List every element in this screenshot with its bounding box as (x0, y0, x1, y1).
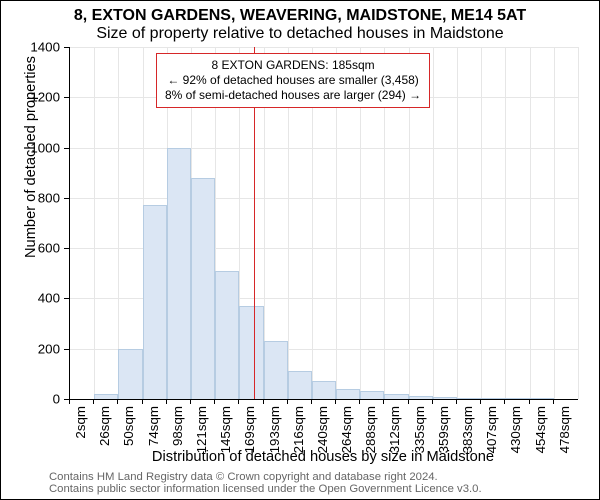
x-gridline (578, 47, 579, 399)
histogram-bar (457, 398, 481, 399)
chart-title-line2: Size of property relative to detached ho… (1, 25, 599, 43)
x-tick-label: 145sqm (218, 406, 233, 500)
histogram-bar (336, 389, 360, 399)
histogram-bar (143, 205, 167, 399)
x-tick-mark (359, 399, 360, 404)
x-tick-label: 383sqm (460, 406, 475, 500)
x-gridline (118, 47, 119, 399)
x-tick-mark (480, 399, 481, 404)
callout-line: 8 EXTON GARDENS: 185sqm (165, 58, 421, 73)
y-tick-mark (64, 248, 69, 249)
x-tick-label: 2sqm (73, 406, 88, 500)
y-gridline (70, 148, 578, 149)
x-tick-mark (190, 399, 191, 404)
x-tick-label: 98sqm (170, 406, 185, 500)
x-tick-label: 430sqm (508, 406, 523, 500)
x-tick-mark (335, 399, 336, 404)
callout-box: 8 EXTON GARDENS: 185sqm← 92% of detached… (156, 53, 430, 108)
x-tick-mark (263, 399, 264, 404)
x-tick-mark (456, 399, 457, 404)
histogram-bar (505, 398, 529, 399)
histogram-bar (215, 271, 239, 399)
histogram-bar (530, 398, 554, 399)
x-tick-label: 288sqm (363, 406, 378, 500)
histogram-bar (167, 148, 191, 399)
x-tick-mark (383, 399, 384, 404)
x-gridline (554, 47, 555, 399)
chart-container: 8, EXTON GARDENS, WEAVERING, MAIDSTONE, … (0, 0, 600, 500)
x-tick-mark (529, 399, 530, 404)
x-tick-mark (432, 399, 433, 404)
x-tick-label: 240sqm (315, 406, 330, 500)
histogram-bar (239, 306, 263, 399)
y-tick-label: 0 (53, 392, 60, 407)
x-tick-mark (166, 399, 167, 404)
x-tick-label: 50sqm (121, 406, 136, 500)
x-tick-label: 312sqm (387, 406, 402, 500)
x-tick-mark (504, 399, 505, 404)
y-tick-label: 800 (38, 190, 60, 205)
x-tick-label: 478sqm (557, 406, 572, 500)
y-tick-label: 200 (38, 341, 60, 356)
x-tick-label: 193sqm (267, 406, 282, 500)
x-tick-label: 74sqm (146, 406, 161, 500)
y-tick-label: 1200 (30, 90, 60, 105)
y-tick-mark (64, 298, 69, 299)
histogram-bar (481, 398, 505, 399)
histogram-bar (118, 349, 142, 399)
x-tick-label: 121sqm (194, 406, 209, 500)
callout-line: ← 92% of detached houses are smaller (3,… (165, 73, 421, 88)
histogram-bar (384, 394, 408, 399)
histogram-bar (191, 178, 215, 399)
x-gridline (505, 47, 506, 399)
plot-area: 8 EXTON GARDENS: 185sqm← 92% of detached… (69, 47, 578, 400)
x-gridline (433, 47, 434, 399)
x-tick-mark (142, 399, 143, 404)
x-tick-mark (287, 399, 288, 404)
histogram-bar (433, 397, 457, 399)
histogram-bar (409, 396, 433, 399)
x-tick-mark (238, 399, 239, 404)
x-gridline (481, 47, 482, 399)
x-tick-mark (69, 399, 70, 404)
histogram-bar (288, 371, 312, 399)
x-tick-mark (408, 399, 409, 404)
y-tick-mark (64, 148, 69, 149)
y-tick-mark (64, 198, 69, 199)
x-tick-mark (553, 399, 554, 404)
histogram-bar (264, 341, 288, 399)
x-gridline (530, 47, 531, 399)
y-tick-label: 600 (38, 241, 60, 256)
x-gridline (94, 47, 95, 399)
y-tick-mark (64, 97, 69, 98)
x-tick-label: 264sqm (339, 406, 354, 500)
y-tick-label: 400 (38, 291, 60, 306)
x-tick-mark (214, 399, 215, 404)
histogram-bar (94, 394, 118, 399)
histogram-bar (360, 391, 384, 399)
x-tick-label: 454sqm (533, 406, 548, 500)
x-tick-mark (311, 399, 312, 404)
histogram-bar (312, 381, 336, 399)
y-gridline (70, 198, 578, 199)
callout-line: 8% of semi-detached houses are larger (2… (165, 88, 421, 103)
chart-title-line1: 8, EXTON GARDENS, WEAVERING, MAIDSTONE, … (1, 7, 599, 25)
y-tick-label: 1000 (30, 140, 60, 155)
x-tick-label: 335sqm (412, 406, 427, 500)
x-tick-mark (117, 399, 118, 404)
x-tick-label: 216sqm (291, 406, 306, 500)
x-tick-label: 169sqm (242, 406, 257, 500)
x-tick-mark (93, 399, 94, 404)
y-tick-mark (64, 47, 69, 48)
x-tick-label: 407sqm (484, 406, 499, 500)
y-gridline (70, 47, 578, 48)
y-tick-label: 1400 (30, 40, 60, 55)
x-gridline (457, 47, 458, 399)
x-tick-label: 26sqm (97, 406, 112, 500)
y-tick-mark (64, 349, 69, 350)
x-tick-label: 359sqm (436, 406, 451, 500)
